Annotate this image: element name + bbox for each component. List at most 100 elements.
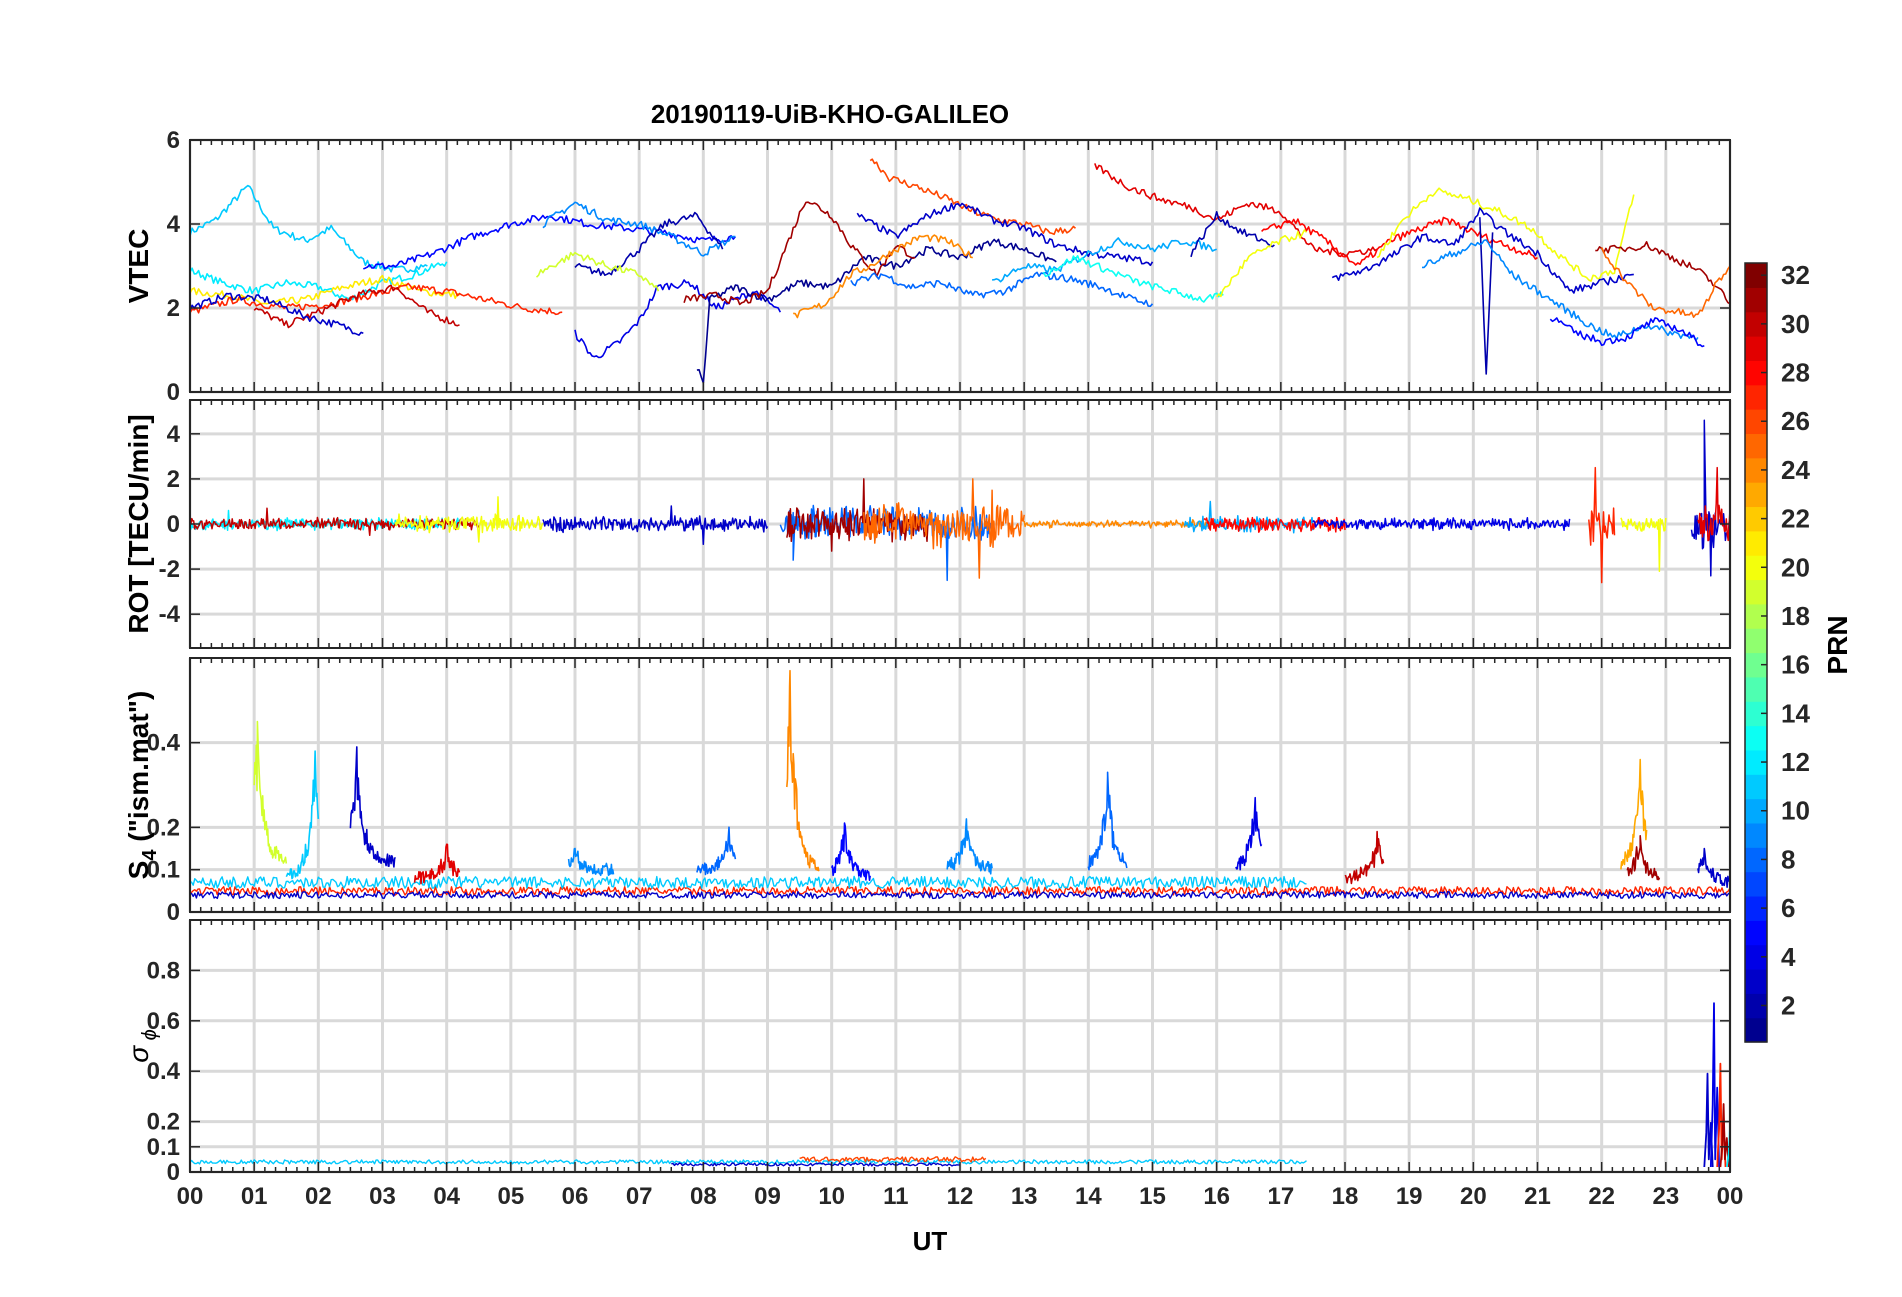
rot-series-prn-24 xyxy=(1023,519,1218,529)
y-axis-label-main: S xyxy=(123,861,154,880)
colorbar-segment xyxy=(1745,847,1767,873)
phase-spike-prn-31 xyxy=(1719,1103,1730,1168)
scintillation-burst-prn-9 xyxy=(567,847,615,877)
x-tick-label: 00 xyxy=(177,1183,204,1210)
scintillation-burst-prn-11 xyxy=(285,750,320,880)
rot-series-prn-3 xyxy=(1690,419,1730,577)
colorbar-segment xyxy=(1745,749,1767,775)
colorbar-segment xyxy=(1745,1017,1767,1043)
x-tick-label: 07 xyxy=(626,1183,653,1210)
y-axis-label-subscript: ϕ xyxy=(139,1029,161,1046)
colorbar-tick-label: 28 xyxy=(1781,358,1810,388)
colorbar-segment xyxy=(1745,311,1767,337)
x-tick-label: 12 xyxy=(947,1183,974,1210)
scintillation-burst-prn-19 xyxy=(253,720,288,864)
y-axis-label-main: σ xyxy=(123,1045,154,1063)
chart-title: 20190119-UiB-KHO-GALILEO xyxy=(651,99,1009,129)
colorbar-segment xyxy=(1745,725,1767,751)
series-line-prn-11 xyxy=(190,184,428,274)
x-tick-label: 15 xyxy=(1139,1183,1166,1210)
colorbar-tick-label: 2 xyxy=(1781,990,1795,1020)
y-tick-label: 4 xyxy=(167,211,181,238)
series-line-prn-10 xyxy=(992,237,1217,283)
scintillation-burst-prn-29 xyxy=(413,843,461,885)
series-line-prn-12 xyxy=(190,261,448,301)
scintillation-burst-prn-8 xyxy=(696,826,737,876)
y-axis-label: ROT [TECU/min] xyxy=(123,414,154,633)
series-line-prn-3 xyxy=(856,202,1154,267)
rot-series-prn-25 xyxy=(863,478,1025,579)
y-tick-label: 0 xyxy=(167,379,180,406)
series-line-prn-9 xyxy=(542,201,736,257)
scintillation-burst-prn-30 xyxy=(1344,830,1385,885)
y-tick-label: 0.1 xyxy=(147,857,180,884)
series-line-prn-4 xyxy=(574,279,782,359)
series-line-prn-25 xyxy=(1600,247,1730,319)
x-tick-label: 04 xyxy=(433,1183,460,1210)
scintillation-burst-prn-8 xyxy=(1087,771,1128,871)
colorbar-segment xyxy=(1745,287,1767,313)
y-tick-label: 0.1 xyxy=(147,1134,180,1161)
rot-series-prn-29 xyxy=(1697,466,1730,542)
x-tick-label: 09 xyxy=(754,1183,781,1210)
colorbar-segment xyxy=(1745,433,1767,459)
colorbar-segment xyxy=(1745,871,1767,897)
x-tick-label: 11 xyxy=(883,1183,908,1210)
colorbar-segment xyxy=(1745,530,1767,556)
x-tick-label: 03 xyxy=(369,1183,396,1210)
colorbar-segment xyxy=(1745,774,1767,800)
colorbar-segment xyxy=(1745,895,1767,921)
baseline-prn-3 xyxy=(190,891,1730,900)
scintillation-burst-prn-4 xyxy=(1235,796,1263,871)
colorbar-tick-label: 24 xyxy=(1781,455,1810,485)
colorbar-tick-label: 18 xyxy=(1781,601,1810,631)
baseline-prn-3 xyxy=(671,1162,961,1167)
y-axis-label: S4 ("ism.mat") xyxy=(123,691,161,880)
series-line-prn-2 xyxy=(574,211,724,277)
x-tick-label: 23 xyxy=(1652,1183,1679,1210)
y-tick-label: 0.8 xyxy=(147,957,180,984)
colorbar-tick-label: 16 xyxy=(1781,650,1810,680)
rot-series-prn-4 xyxy=(1312,516,1571,532)
x-tick-label: 05 xyxy=(497,1183,524,1210)
x-tick-label: 18 xyxy=(1332,1183,1359,1210)
phase-spike-prn-12 xyxy=(1725,1125,1730,1168)
y-axis-label: σ ϕ xyxy=(123,1029,161,1063)
y-tick-label: 0 xyxy=(167,899,180,926)
colorbar-segment xyxy=(1745,652,1767,678)
series-line-prn-29 xyxy=(1094,163,1378,258)
series-line-prn-13 xyxy=(1042,255,1224,303)
scintillation-burst-prn-5 xyxy=(830,822,871,882)
panel-ROT: -4 -2 0 2 4 ROT [TECU/min] xyxy=(123,399,1732,649)
colorbar-segment xyxy=(1745,628,1767,654)
colorbar-label: PRN xyxy=(1822,615,1853,674)
colorbar-segment xyxy=(1745,263,1767,288)
colorbar-segment xyxy=(1745,336,1767,361)
x-tick-label: 19 xyxy=(1396,1183,1423,1210)
y-tick-label: 0.4 xyxy=(147,730,181,757)
x-tick-label: 16 xyxy=(1203,1183,1230,1210)
y-tick-label: 6 xyxy=(167,127,180,154)
colorbar-segment xyxy=(1745,798,1767,824)
y-tick-label: -4 xyxy=(159,601,181,628)
series-line-prn-3 xyxy=(1331,207,1634,294)
rot-series-prn-20 xyxy=(394,496,544,543)
scintillation-burst-prn-24 xyxy=(786,669,820,872)
colorbar-tick-label: 12 xyxy=(1781,747,1810,777)
panel-data xyxy=(190,669,1730,900)
x-tick-label: 01 xyxy=(241,1183,268,1210)
x-axis-label: UT xyxy=(913,1226,948,1256)
panel-data xyxy=(190,419,1730,584)
scintillation-burst-prn-23 xyxy=(1620,758,1648,870)
baseline-prn-11 xyxy=(190,875,1307,889)
colorbar-segment xyxy=(1745,409,1767,435)
series-line-prn-2 xyxy=(1190,211,1275,258)
colorbar-segment xyxy=(1745,993,1767,1019)
baseline-prn-27 xyxy=(190,885,1730,896)
x-tick-label: 00 xyxy=(1717,1183,1744,1210)
colorbar-segment xyxy=(1745,676,1767,702)
baseline-prn-11 xyxy=(190,1159,1307,1165)
